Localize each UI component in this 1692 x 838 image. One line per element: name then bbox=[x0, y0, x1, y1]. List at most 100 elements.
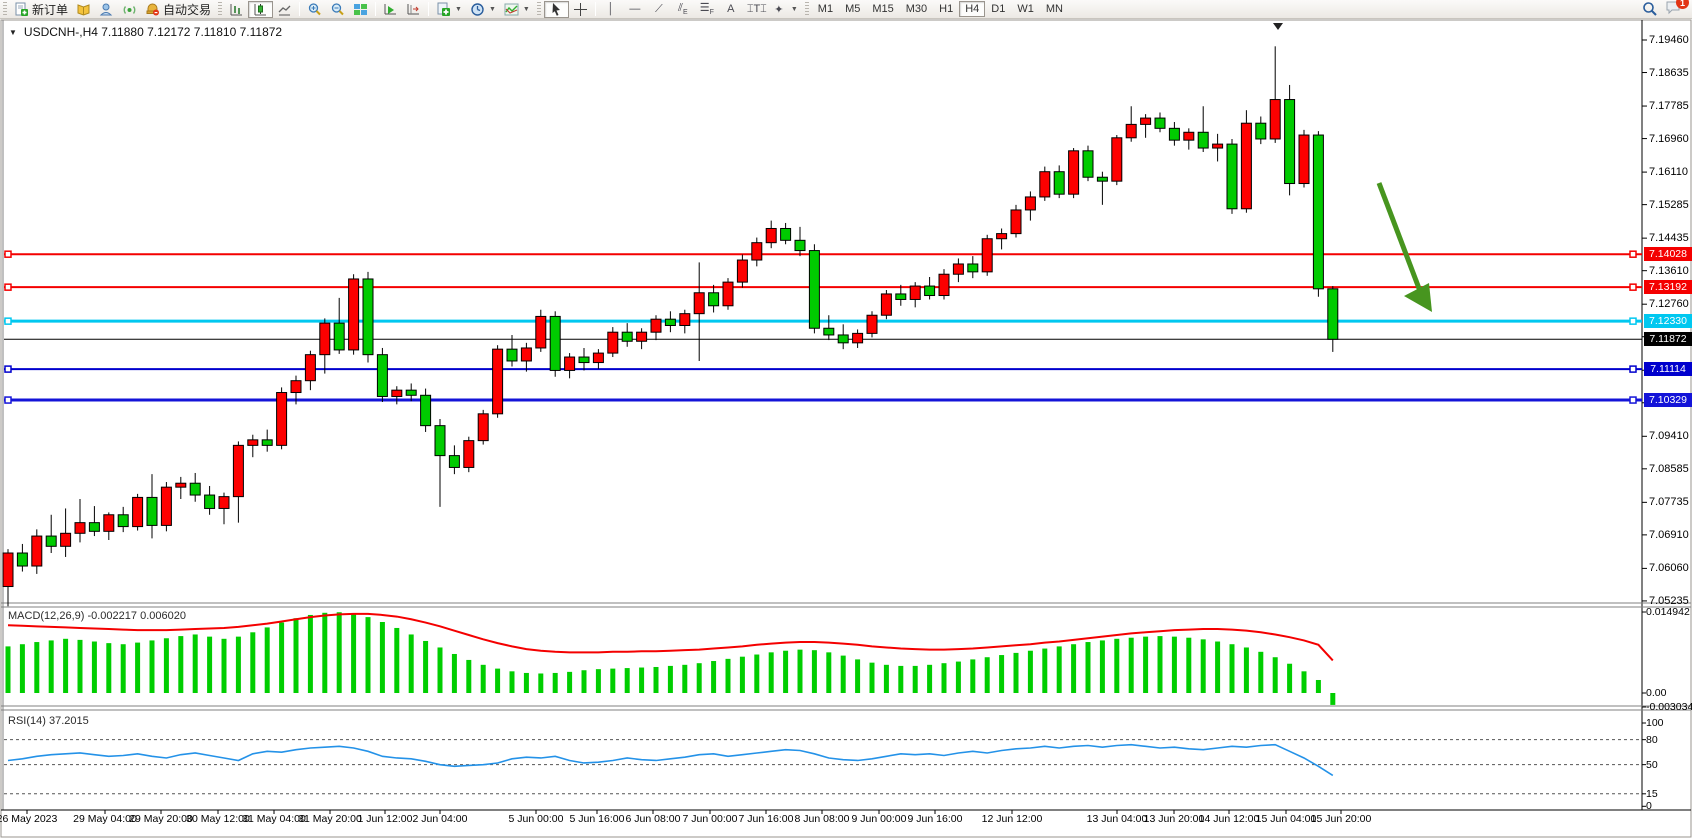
toolbar-grip[interactable] bbox=[804, 2, 809, 16]
zoom-out-button[interactable] bbox=[326, 1, 349, 18]
new-order-button[interactable]: 新订单 bbox=[10, 1, 72, 18]
crosshair-tool-button[interactable] bbox=[569, 1, 592, 18]
macd-histogram-bar bbox=[711, 661, 717, 693]
timeframe-h1[interactable]: H1 bbox=[939, 3, 954, 15]
cursor-icon bbox=[549, 2, 564, 17]
price-axis-tick: 7.14435 bbox=[1649, 232, 1689, 245]
macd-histogram-bar bbox=[1157, 636, 1163, 693]
time-axis-label: 31 May 20:00 bbox=[298, 813, 362, 825]
candle-body bbox=[333, 322, 345, 351]
macd-histogram-bar bbox=[235, 636, 241, 693]
trendline-icon: ⟋ bbox=[654, 2, 663, 15]
price-axis-tick: 7.12760 bbox=[1649, 298, 1689, 311]
chat-button[interactable]: 1 bbox=[1665, 0, 1689, 18]
timeframe-m5[interactable]: M5 bbox=[845, 3, 861, 15]
cursor-tool-button[interactable] bbox=[543, 0, 569, 18]
fibonacci-tool-button[interactable]: ☰F bbox=[695, 1, 719, 18]
strategy-tester-button[interactable] bbox=[379, 1, 402, 18]
down-arrow-annotation[interactable] bbox=[1376, 182, 1423, 292]
macd-histogram-bar bbox=[754, 654, 760, 693]
toolbar-grip[interactable] bbox=[536, 2, 541, 16]
timeframe-h4[interactable]: H4 bbox=[959, 1, 986, 17]
line-handle[interactable] bbox=[4, 250, 12, 258]
candle-body bbox=[492, 348, 504, 415]
macd-histogram-bar bbox=[221, 638, 227, 693]
text-label-tool-button[interactable]: ⌶T⌶ bbox=[743, 1, 767, 18]
candle-body bbox=[952, 263, 964, 275]
candle-body bbox=[1212, 143, 1224, 149]
macd-histogram-bar bbox=[955, 661, 961, 693]
auto-trading-button[interactable]: 自动交易 bbox=[141, 1, 215, 18]
line-handle[interactable] bbox=[4, 365, 12, 373]
macd-axis-tick: 0.014942 bbox=[1646, 606, 1690, 618]
macd-histogram-bar bbox=[653, 666, 659, 693]
chart-window[interactable]: ▼ USDCNH-,H4 7.11880 7.12172 7.11810 7.1… bbox=[0, 19, 1692, 838]
indicators-button[interactable]: ▼ bbox=[500, 1, 534, 18]
macd-histogram-bar bbox=[63, 638, 69, 693]
price-axis-tick: 7.18635 bbox=[1649, 66, 1689, 79]
line-handle[interactable] bbox=[1629, 250, 1637, 258]
chart-shift-button[interactable] bbox=[402, 1, 425, 18]
price-axis-tick: 7.17785 bbox=[1649, 100, 1689, 113]
timeframe-d1[interactable]: D1 bbox=[991, 3, 1006, 15]
time-axis-label: 9 Jun 00:00 bbox=[851, 813, 907, 825]
collapse-triangle-icon[interactable]: ▼ bbox=[9, 27, 17, 37]
chart-canvas[interactable] bbox=[0, 19, 1692, 838]
toolbar-grip[interactable] bbox=[3, 2, 7, 16]
tile-windows-button[interactable] bbox=[349, 1, 372, 18]
timeframe-w1[interactable]: W1 bbox=[1017, 3, 1034, 15]
line-handle[interactable] bbox=[4, 396, 12, 404]
hline-tool-button[interactable]: — bbox=[623, 1, 647, 18]
bar-chart-button[interactable] bbox=[225, 1, 248, 18]
channel-tool-button[interactable]: ⫽E bbox=[671, 1, 695, 18]
candle-body bbox=[535, 315, 547, 349]
line-handle[interactable] bbox=[4, 317, 12, 325]
line-handle[interactable] bbox=[1629, 365, 1637, 373]
candle-body bbox=[74, 522, 86, 534]
macd-histogram-bar bbox=[1243, 647, 1249, 693]
new-order-icon bbox=[14, 2, 29, 17]
toolbar-grip[interactable] bbox=[218, 2, 223, 16]
macd-histogram-bar bbox=[207, 636, 213, 693]
timeframe-m15[interactable]: M15 bbox=[872, 3, 894, 15]
macd-histogram-bar bbox=[1215, 641, 1221, 693]
candle-body bbox=[996, 233, 1008, 240]
timeframe-m1[interactable]: M1 bbox=[817, 3, 834, 15]
text-tool-button[interactable]: A bbox=[719, 1, 743, 18]
timeframe-m30[interactable]: M30 bbox=[905, 3, 928, 15]
macd-axis-tick: -0.003034 bbox=[1646, 701, 1692, 713]
macd-histogram-bar bbox=[394, 627, 400, 693]
macd-histogram-bar bbox=[279, 622, 285, 693]
macd-histogram-bar bbox=[509, 671, 515, 693]
line-chart-icon bbox=[277, 2, 292, 17]
macd-histogram-bar bbox=[624, 668, 630, 693]
line-chart-button[interactable] bbox=[273, 1, 296, 18]
line-handle[interactable] bbox=[1629, 317, 1637, 325]
arrows-tool-button[interactable]: ✦ ▼ bbox=[767, 1, 802, 18]
chart-shift-marker-icon[interactable] bbox=[1273, 23, 1283, 30]
time-axis-label: 5 Jun 00:00 bbox=[508, 813, 564, 825]
zoom-in-button[interactable] bbox=[303, 1, 326, 18]
line-handle[interactable] bbox=[4, 283, 12, 291]
line-handle[interactable] bbox=[1629, 283, 1637, 291]
market-watch-button[interactable] bbox=[72, 1, 95, 18]
line-handle[interactable] bbox=[1629, 396, 1637, 404]
templates-button[interactable]: ▼ bbox=[432, 1, 466, 18]
signals-button[interactable] bbox=[118, 1, 141, 18]
period-button[interactable]: ▼ bbox=[466, 1, 500, 18]
search-icon[interactable] bbox=[1642, 2, 1657, 17]
vline-tool-button[interactable]: │ bbox=[599, 1, 623, 18]
candle-body bbox=[348, 278, 360, 351]
timeframe-mn[interactable]: MN bbox=[1045, 3, 1063, 15]
time-axis-label: 14 Jun 12:00 bbox=[1198, 813, 1260, 825]
candlestick-chart-button[interactable] bbox=[248, 0, 274, 18]
trendline-tool-button[interactable]: ⟋ bbox=[647, 1, 671, 18]
candle-body bbox=[1298, 134, 1310, 185]
price-axis-tick: 7.06910 bbox=[1649, 528, 1689, 541]
macd-histogram-bar bbox=[1258, 651, 1264, 693]
accounts-button[interactable] bbox=[95, 1, 118, 18]
macd-histogram-bar bbox=[293, 618, 299, 693]
macd-histogram-bar bbox=[264, 627, 270, 693]
chart-window-border bbox=[0, 19, 1692, 838]
candle-body bbox=[549, 315, 561, 371]
